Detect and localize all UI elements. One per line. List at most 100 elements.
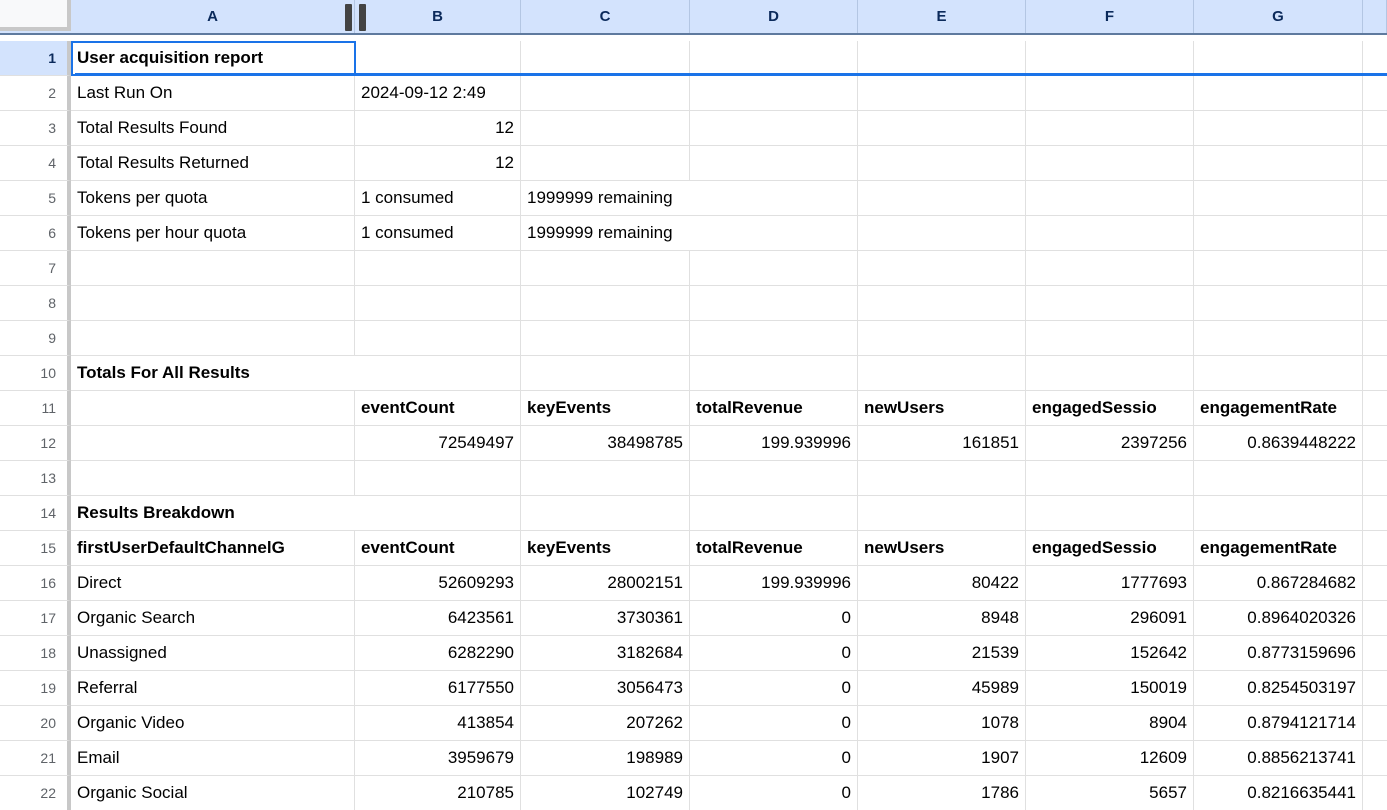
- cell-B10[interactable]: [355, 356, 521, 391]
- cell-G8[interactable]: [1194, 286, 1363, 321]
- cell-F15[interactable]: engagedSessio: [1026, 531, 1194, 566]
- cell-D6[interactable]: [690, 216, 858, 251]
- cell-A7[interactable]: [71, 251, 355, 286]
- cell-E7[interactable]: [858, 251, 1026, 286]
- row-header-2[interactable]: 2: [0, 76, 71, 111]
- cell-B16[interactable]: 52609293: [355, 566, 521, 601]
- cell-E18[interactable]: 21539: [858, 636, 1026, 671]
- cell-E21[interactable]: 1907: [858, 741, 1026, 776]
- cell-E2[interactable]: [858, 76, 1026, 111]
- column-header-f[interactable]: F: [1026, 0, 1194, 33]
- cell-F13[interactable]: [1026, 461, 1194, 496]
- cell-D17[interactable]: 0: [690, 601, 858, 636]
- table-row[interactable]: Unassigned 6282290 3182684 0 21539 152642 0.87…: [71, 636, 1387, 671]
- cell-E22[interactable]: 1786: [858, 776, 1026, 810]
- cell-G19[interactable]: 0.8254503197: [1194, 671, 1363, 706]
- cell-G12[interactable]: 0.8639448222: [1194, 426, 1363, 461]
- cell-C19[interactable]: 3056473: [521, 671, 690, 706]
- cell-B8[interactable]: [355, 286, 521, 321]
- cell-A5[interactable]: Tokens per quota: [71, 181, 355, 216]
- cell-D7[interactable]: [690, 251, 858, 286]
- cell-F10[interactable]: [1026, 356, 1194, 391]
- table-row[interactable]: Tokens per hour quota 1 consumed 1999999 r…: [71, 216, 1387, 251]
- cell-E20[interactable]: 1078: [858, 706, 1026, 741]
- cell-E13[interactable]: [858, 461, 1026, 496]
- cell-F7[interactable]: [1026, 251, 1194, 286]
- cell-B15[interactable]: eventCount: [355, 531, 521, 566]
- cell-B14[interactable]: [355, 496, 521, 531]
- cell-G22[interactable]: 0.8216635441: [1194, 776, 1363, 810]
- cell-E6[interactable]: [858, 216, 1026, 251]
- column-header-e[interactable]: E: [858, 0, 1026, 33]
- cell-G21[interactable]: 0.8856213741: [1194, 741, 1363, 776]
- cell-F8[interactable]: [1026, 286, 1194, 321]
- cell-A19[interactable]: Referral: [71, 671, 355, 706]
- cell-F20[interactable]: 8904: [1026, 706, 1194, 741]
- cell-C2[interactable]: [521, 76, 690, 111]
- cell-F16[interactable]: 1777693: [1026, 566, 1194, 601]
- table-row[interactable]: Tokens per quota 1 consumed 1999999 remain…: [71, 181, 1387, 216]
- row-header-8[interactable]: 8: [0, 286, 71, 321]
- cell-D20[interactable]: 0: [690, 706, 858, 741]
- cell-A16[interactable]: Direct: [71, 566, 355, 601]
- cell-A21[interactable]: Email: [71, 741, 355, 776]
- cell-E15[interactable]: newUsers: [858, 531, 1026, 566]
- table-row[interactable]: Organic Video 413854 207262 0 1078 8904 0.8794…: [71, 706, 1387, 741]
- cell-A6[interactable]: Tokens per hour quota: [71, 216, 355, 251]
- cell-E9[interactable]: [858, 321, 1026, 356]
- cell-E10[interactable]: [858, 356, 1026, 391]
- cell-G10[interactable]: [1194, 356, 1363, 391]
- table-row[interactable]: Totals For All Results: [71, 356, 1387, 391]
- cell-B13[interactable]: [355, 461, 521, 496]
- table-row[interactable]: 72549497 38498785 199.939996 161851 2397256 0…: [71, 426, 1387, 461]
- cell-G6[interactable]: [1194, 216, 1363, 251]
- table-row[interactable]: Total Results Returned 12: [71, 146, 1387, 181]
- cell-F5[interactable]: [1026, 181, 1194, 216]
- table-row[interactable]: Organic Search 6423561 3730361 0 8948 296091 0…: [71, 601, 1387, 636]
- cell-B3[interactable]: 12: [355, 111, 521, 146]
- cell-F6[interactable]: [1026, 216, 1194, 251]
- cell-F3[interactable]: [1026, 111, 1194, 146]
- cell-C11[interactable]: keyEvents: [521, 391, 690, 426]
- cell-C17[interactable]: 3730361: [521, 601, 690, 636]
- cell-D21[interactable]: 0: [690, 741, 858, 776]
- cell-D2[interactable]: [690, 76, 858, 111]
- cell-D4[interactable]: [690, 146, 858, 181]
- cell-C15[interactable]: keyEvents: [521, 531, 690, 566]
- cell-D8[interactable]: [690, 286, 858, 321]
- table-row[interactable]: Organic Social 210785 102749 0 1786 5657 0.821…: [71, 776, 1387, 810]
- cell-C9[interactable]: [521, 321, 690, 356]
- cell-E16[interactable]: 80422: [858, 566, 1026, 601]
- cell-C6[interactable]: 1999999 remaining: [527, 223, 673, 242]
- cell-B12[interactable]: 72549497: [355, 426, 521, 461]
- row-header-10[interactable]: 10: [0, 356, 71, 391]
- row-header-13[interactable]: 13: [0, 461, 71, 496]
- cell-G17[interactable]: 0.8964020326: [1194, 601, 1363, 636]
- cell-C4[interactable]: [521, 146, 690, 181]
- cell-D13[interactable]: [690, 461, 858, 496]
- cell-D15[interactable]: totalRevenue: [690, 531, 858, 566]
- row-header-1[interactable]: 1: [0, 41, 71, 76]
- table-row[interactable]: Results Breakdown: [71, 496, 1387, 531]
- cell-E12[interactable]: 161851: [858, 426, 1026, 461]
- cell-G14[interactable]: [1194, 496, 1363, 531]
- cell-F11[interactable]: engagedSessio: [1026, 391, 1194, 426]
- cell-D3[interactable]: [690, 111, 858, 146]
- table-row[interactable]: [71, 321, 1387, 356]
- cell-E19[interactable]: 45989: [858, 671, 1026, 706]
- table-row[interactable]: [71, 251, 1387, 286]
- cell-D9[interactable]: [690, 321, 858, 356]
- cell-B11[interactable]: eventCount: [355, 391, 521, 426]
- row-header-22[interactable]: 22: [0, 776, 71, 810]
- cell-D18[interactable]: 0: [690, 636, 858, 671]
- table-row[interactable]: Referral 6177550 3056473 0 45989 150019 0.8254…: [71, 671, 1387, 706]
- cell-C22[interactable]: 102749: [521, 776, 690, 810]
- cell-F12[interactable]: 2397256: [1026, 426, 1194, 461]
- cell-A4[interactable]: Total Results Returned: [71, 146, 355, 181]
- cell-G5[interactable]: [1194, 181, 1363, 216]
- row-header-20[interactable]: 20: [0, 706, 71, 741]
- cell-G16[interactable]: 0.867284682: [1194, 566, 1363, 601]
- row-header-3[interactable]: 3: [0, 111, 71, 146]
- cell-A2[interactable]: Last Run On: [71, 76, 355, 111]
- cell-F14[interactable]: [1026, 496, 1194, 531]
